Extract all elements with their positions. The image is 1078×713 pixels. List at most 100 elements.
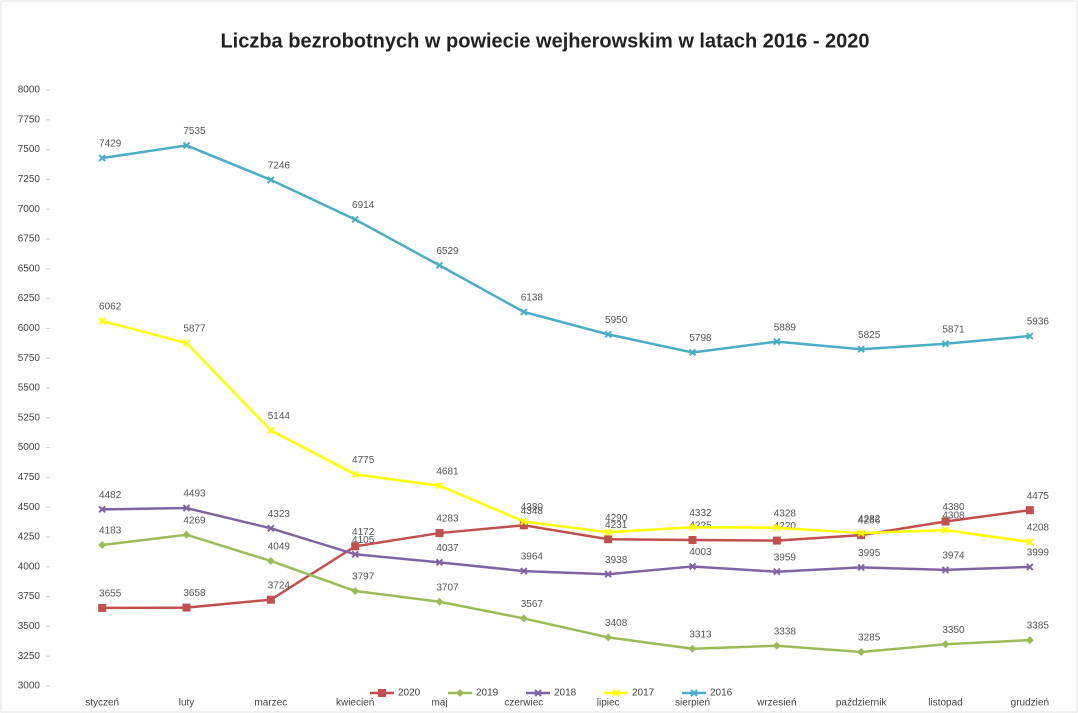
marker bbox=[266, 556, 275, 565]
y-tick-label: 7500 bbox=[18, 144, 41, 155]
marker bbox=[435, 597, 444, 606]
data-label: 3350 bbox=[942, 625, 965, 636]
data-label: 3313 bbox=[689, 629, 712, 640]
y-tick-label: 5500 bbox=[18, 383, 41, 394]
data-label: 5871 bbox=[942, 324, 965, 335]
marker bbox=[435, 481, 444, 490]
x-tick-label: styczeń bbox=[85, 698, 119, 709]
x-tick-label: czerwiec bbox=[504, 698, 543, 709]
data-label: 4348 bbox=[521, 506, 544, 517]
x-tick-label: marzec bbox=[254, 698, 287, 709]
data-label: 4681 bbox=[436, 466, 459, 477]
marker bbox=[604, 570, 612, 578]
y-tick-label: 4250 bbox=[18, 532, 41, 543]
data-label: 5877 bbox=[183, 324, 206, 335]
y-tick-label: 5000 bbox=[18, 442, 41, 453]
marker bbox=[351, 586, 360, 595]
marker bbox=[1025, 636, 1034, 645]
y-tick-label: 6000 bbox=[18, 323, 41, 334]
data-label: 3999 bbox=[1027, 548, 1050, 559]
series-line bbox=[102, 533, 1030, 654]
data-label: 3797 bbox=[352, 572, 375, 583]
marker bbox=[857, 563, 865, 572]
marker bbox=[182, 603, 191, 612]
y-tick-label: 5250 bbox=[18, 412, 41, 423]
marker bbox=[182, 530, 191, 539]
data-label: 4231 bbox=[605, 520, 628, 531]
data-label: 4269 bbox=[183, 515, 206, 526]
data-label: 4328 bbox=[774, 508, 797, 519]
marker bbox=[688, 535, 697, 544]
marker bbox=[520, 517, 528, 526]
data-label: 5950 bbox=[605, 315, 628, 326]
marker bbox=[772, 536, 781, 545]
marker bbox=[435, 529, 444, 538]
data-label: 6529 bbox=[436, 246, 459, 257]
marker bbox=[182, 339, 191, 347]
data-label: 6062 bbox=[99, 302, 122, 313]
data-label: 4323 bbox=[268, 509, 291, 520]
marker bbox=[773, 523, 781, 532]
data-label: 7535 bbox=[183, 126, 206, 137]
series-line bbox=[101, 319, 1031, 544]
marker bbox=[688, 523, 697, 531]
data-label: 3658 bbox=[183, 588, 206, 599]
y-tick-label: 6500 bbox=[18, 263, 41, 274]
data-label: 4482 bbox=[99, 490, 122, 501]
y-tick-label: 8000 bbox=[18, 85, 41, 96]
marker bbox=[690, 689, 698, 697]
series-line bbox=[101, 144, 1030, 354]
data-label: 4380 bbox=[942, 502, 965, 513]
data-label: 4475 bbox=[1027, 491, 1050, 502]
marker bbox=[1026, 563, 1034, 571]
data-label: 3995 bbox=[858, 548, 881, 559]
x-tick-label: kwiecień bbox=[336, 698, 374, 709]
data-label: 4003 bbox=[689, 547, 712, 558]
marker bbox=[351, 550, 359, 558]
legend-label: 2016 bbox=[710, 688, 733, 699]
marker bbox=[267, 524, 275, 533]
marker bbox=[182, 504, 191, 512]
data-label: 4220 bbox=[774, 521, 797, 532]
marker bbox=[773, 337, 781, 346]
marker bbox=[456, 689, 464, 697]
marker bbox=[520, 567, 528, 575]
marker bbox=[266, 595, 275, 604]
data-label: 4208 bbox=[1027, 523, 1050, 534]
data-label: 3385 bbox=[1027, 621, 1050, 632]
y-tick-label: 6750 bbox=[18, 234, 41, 245]
data-label: 3707 bbox=[436, 582, 459, 593]
x-tick-label: wrzesień bbox=[756, 698, 796, 709]
marker bbox=[98, 317, 106, 325]
y-tick-label: 5750 bbox=[18, 353, 41, 364]
data-label: 4308 bbox=[942, 511, 965, 522]
marker bbox=[182, 141, 191, 150]
x-tick-label: maj bbox=[431, 698, 447, 709]
data-label: 4105 bbox=[352, 535, 375, 546]
marker bbox=[1025, 506, 1034, 515]
data-label: 6138 bbox=[521, 293, 544, 304]
marker bbox=[604, 633, 613, 642]
data-label: 3338 bbox=[774, 626, 797, 637]
marker bbox=[604, 330, 612, 339]
marker bbox=[857, 529, 865, 537]
data-label: 4283 bbox=[436, 514, 459, 525]
data-label: 7246 bbox=[268, 161, 291, 172]
y-tick-label: 7750 bbox=[18, 114, 41, 125]
legend-label: 2019 bbox=[476, 688, 499, 699]
marker bbox=[941, 340, 950, 348]
marker bbox=[941, 566, 950, 574]
data-label: 4493 bbox=[183, 489, 206, 500]
marker bbox=[612, 689, 620, 697]
marker bbox=[688, 348, 697, 357]
data-label: 3285 bbox=[858, 633, 881, 644]
marker bbox=[267, 426, 275, 435]
x-tick-label: październik bbox=[836, 698, 888, 709]
data-label: 4282 bbox=[858, 514, 881, 525]
marker bbox=[772, 641, 781, 650]
series-line bbox=[102, 506, 1030, 576]
marker bbox=[519, 614, 528, 623]
legend-label: 2020 bbox=[398, 688, 421, 699]
data-label: 3655 bbox=[99, 589, 122, 600]
